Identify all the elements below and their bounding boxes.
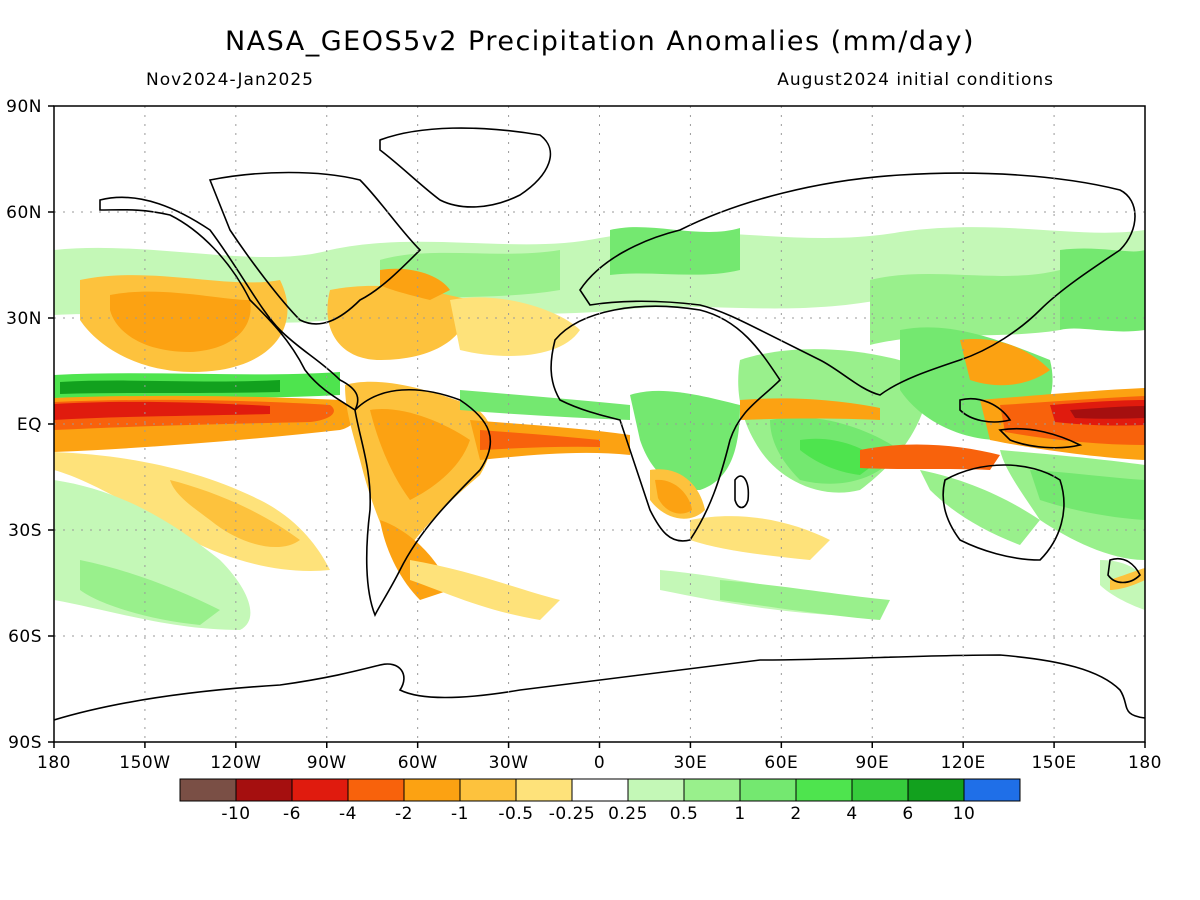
map-title: NASA_GEOS5v2 Precipitation Anomalies (mm… — [224, 26, 976, 57]
initial-conditions: August2024 initial conditions — [777, 70, 1054, 90]
colorbar-label: -1 — [451, 804, 469, 824]
colorbar-swatch — [179, 778, 237, 802]
latitude-label: 90N — [6, 97, 42, 117]
latitude-label: 30S — [8, 521, 42, 541]
longitude-label: 90W — [307, 753, 347, 773]
colorbar-swatch — [851, 778, 909, 802]
colorbar-label: -2 — [395, 804, 413, 824]
colorbar-swatch — [291, 778, 349, 802]
latitude-label: 30N — [6, 309, 42, 329]
colorbar-label: -10 — [221, 804, 250, 824]
longitude-label: 150E — [1031, 753, 1076, 773]
longitude-label: 150W — [119, 753, 170, 773]
colorbar-swatch — [235, 778, 293, 802]
longitude-label: 120E — [941, 753, 986, 773]
latitude-label: 60N — [6, 203, 42, 223]
colorbar: -10 -6 -4 -2 -1 -0.5 -0.25 0.25 0.5 1 2 4 6 10 — [179, 778, 1021, 824]
colorbar-swatch — [683, 778, 741, 802]
colorbar-swatch — [515, 778, 573, 802]
colorbar-label: 6 — [902, 804, 913, 824]
colorbar-label: 2 — [790, 804, 801, 824]
colorbar-label: -6 — [283, 804, 301, 824]
longitude-label: 180 — [37, 753, 71, 773]
longitude-label: 60W — [398, 753, 438, 773]
longitude-label: 120W — [210, 753, 261, 773]
colorbar-swatch — [907, 778, 965, 802]
latitude-label: EQ — [17, 415, 42, 435]
colorbar-label: 10 — [953, 804, 976, 824]
longitude-label: 60E — [764, 753, 798, 773]
anomaly-field — [54, 227, 1145, 630]
forecast-period: Nov2024-Jan2025 — [146, 70, 314, 90]
colorbar-swatch — [627, 778, 685, 802]
colorbar-swatch — [459, 778, 517, 802]
colorbar-swatch — [739, 778, 797, 802]
colorbar-label: 4 — [846, 804, 857, 824]
grid — [54, 106, 1145, 742]
colorbar-label: 0.25 — [608, 804, 648, 824]
colorbar-label: -0.25 — [549, 804, 596, 824]
colorbar-swatch — [571, 778, 629, 802]
colorbar-swatch — [963, 778, 1021, 802]
longitude-label: 30W — [489, 753, 529, 773]
latitude-label: 60S — [8, 627, 42, 647]
longitude-axis: 180 150W 120W 90W 60W 30W 0 30E 60E 90E 120E 150E 18… — [37, 742, 1162, 773]
colorbar-swatch — [795, 778, 853, 802]
colorbar-label: -4 — [339, 804, 357, 824]
colorbar-swatch — [403, 778, 461, 802]
colorbar-label: 1 — [734, 804, 745, 824]
latitude-axis: 90N 60N 30N EQ 30S 60S 90S — [6, 97, 54, 753]
colorbar-swatch — [347, 778, 405, 802]
colorbar-label: 0.5 — [670, 804, 699, 824]
colorbar-label: -0.5 — [498, 804, 533, 824]
latitude-label: 90S — [8, 733, 42, 753]
longitude-label: 30E — [673, 753, 707, 773]
longitude-label: 180 — [1128, 753, 1162, 773]
longitude-label: 90E — [855, 753, 889, 773]
coastlines — [54, 127, 1145, 721]
longitude-label: 0 — [594, 753, 605, 773]
